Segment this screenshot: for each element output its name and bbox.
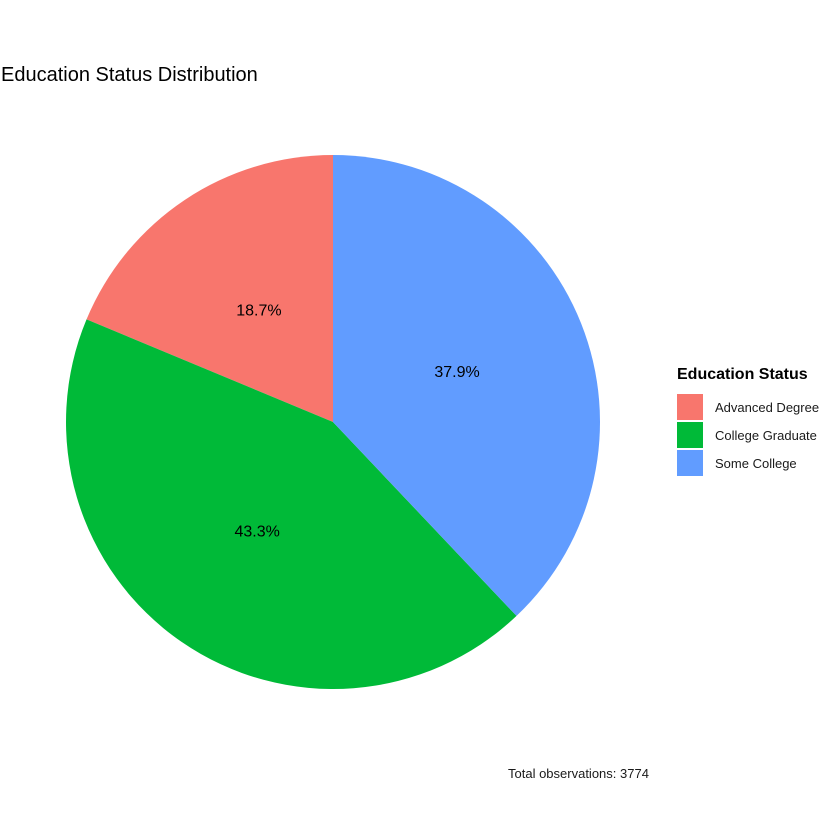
legend-item-college-graduate: College Graduate — [677, 421, 819, 449]
pie-slice-advanced-degree — [86, 155, 333, 422]
caption-total-observations: Total observations: 3774 — [508, 766, 649, 781]
legend-label-college-graduate: College Graduate — [715, 427, 817, 443]
pie-label-college-graduate: 43.3% — [235, 523, 280, 540]
pie-slice-college-graduate — [66, 319, 517, 689]
pie-label-advanced-degree: 18.7% — [236, 302, 281, 319]
legend: Education Status Advanced Degree College… — [677, 366, 819, 477]
pie-label-some-college: 37.9% — [434, 364, 479, 381]
legend-item-advanced-degree: Advanced Degree — [677, 393, 819, 421]
legend-swatch-college-graduate — [677, 422, 703, 448]
legend-title: Education Status — [677, 366, 808, 383]
legend-label-some-college: Some College — [715, 455, 797, 471]
chart-title: Education Status Distribution — [1, 64, 258, 86]
legend-label-advanced-degree: Advanced Degree — [715, 399, 820, 415]
legend-swatch-advanced-degree — [677, 394, 703, 420]
legend-item-some-college: Some College — [677, 449, 819, 477]
legend-swatch-some-college — [677, 450, 703, 476]
pie-slice-some-college — [333, 154, 600, 616]
